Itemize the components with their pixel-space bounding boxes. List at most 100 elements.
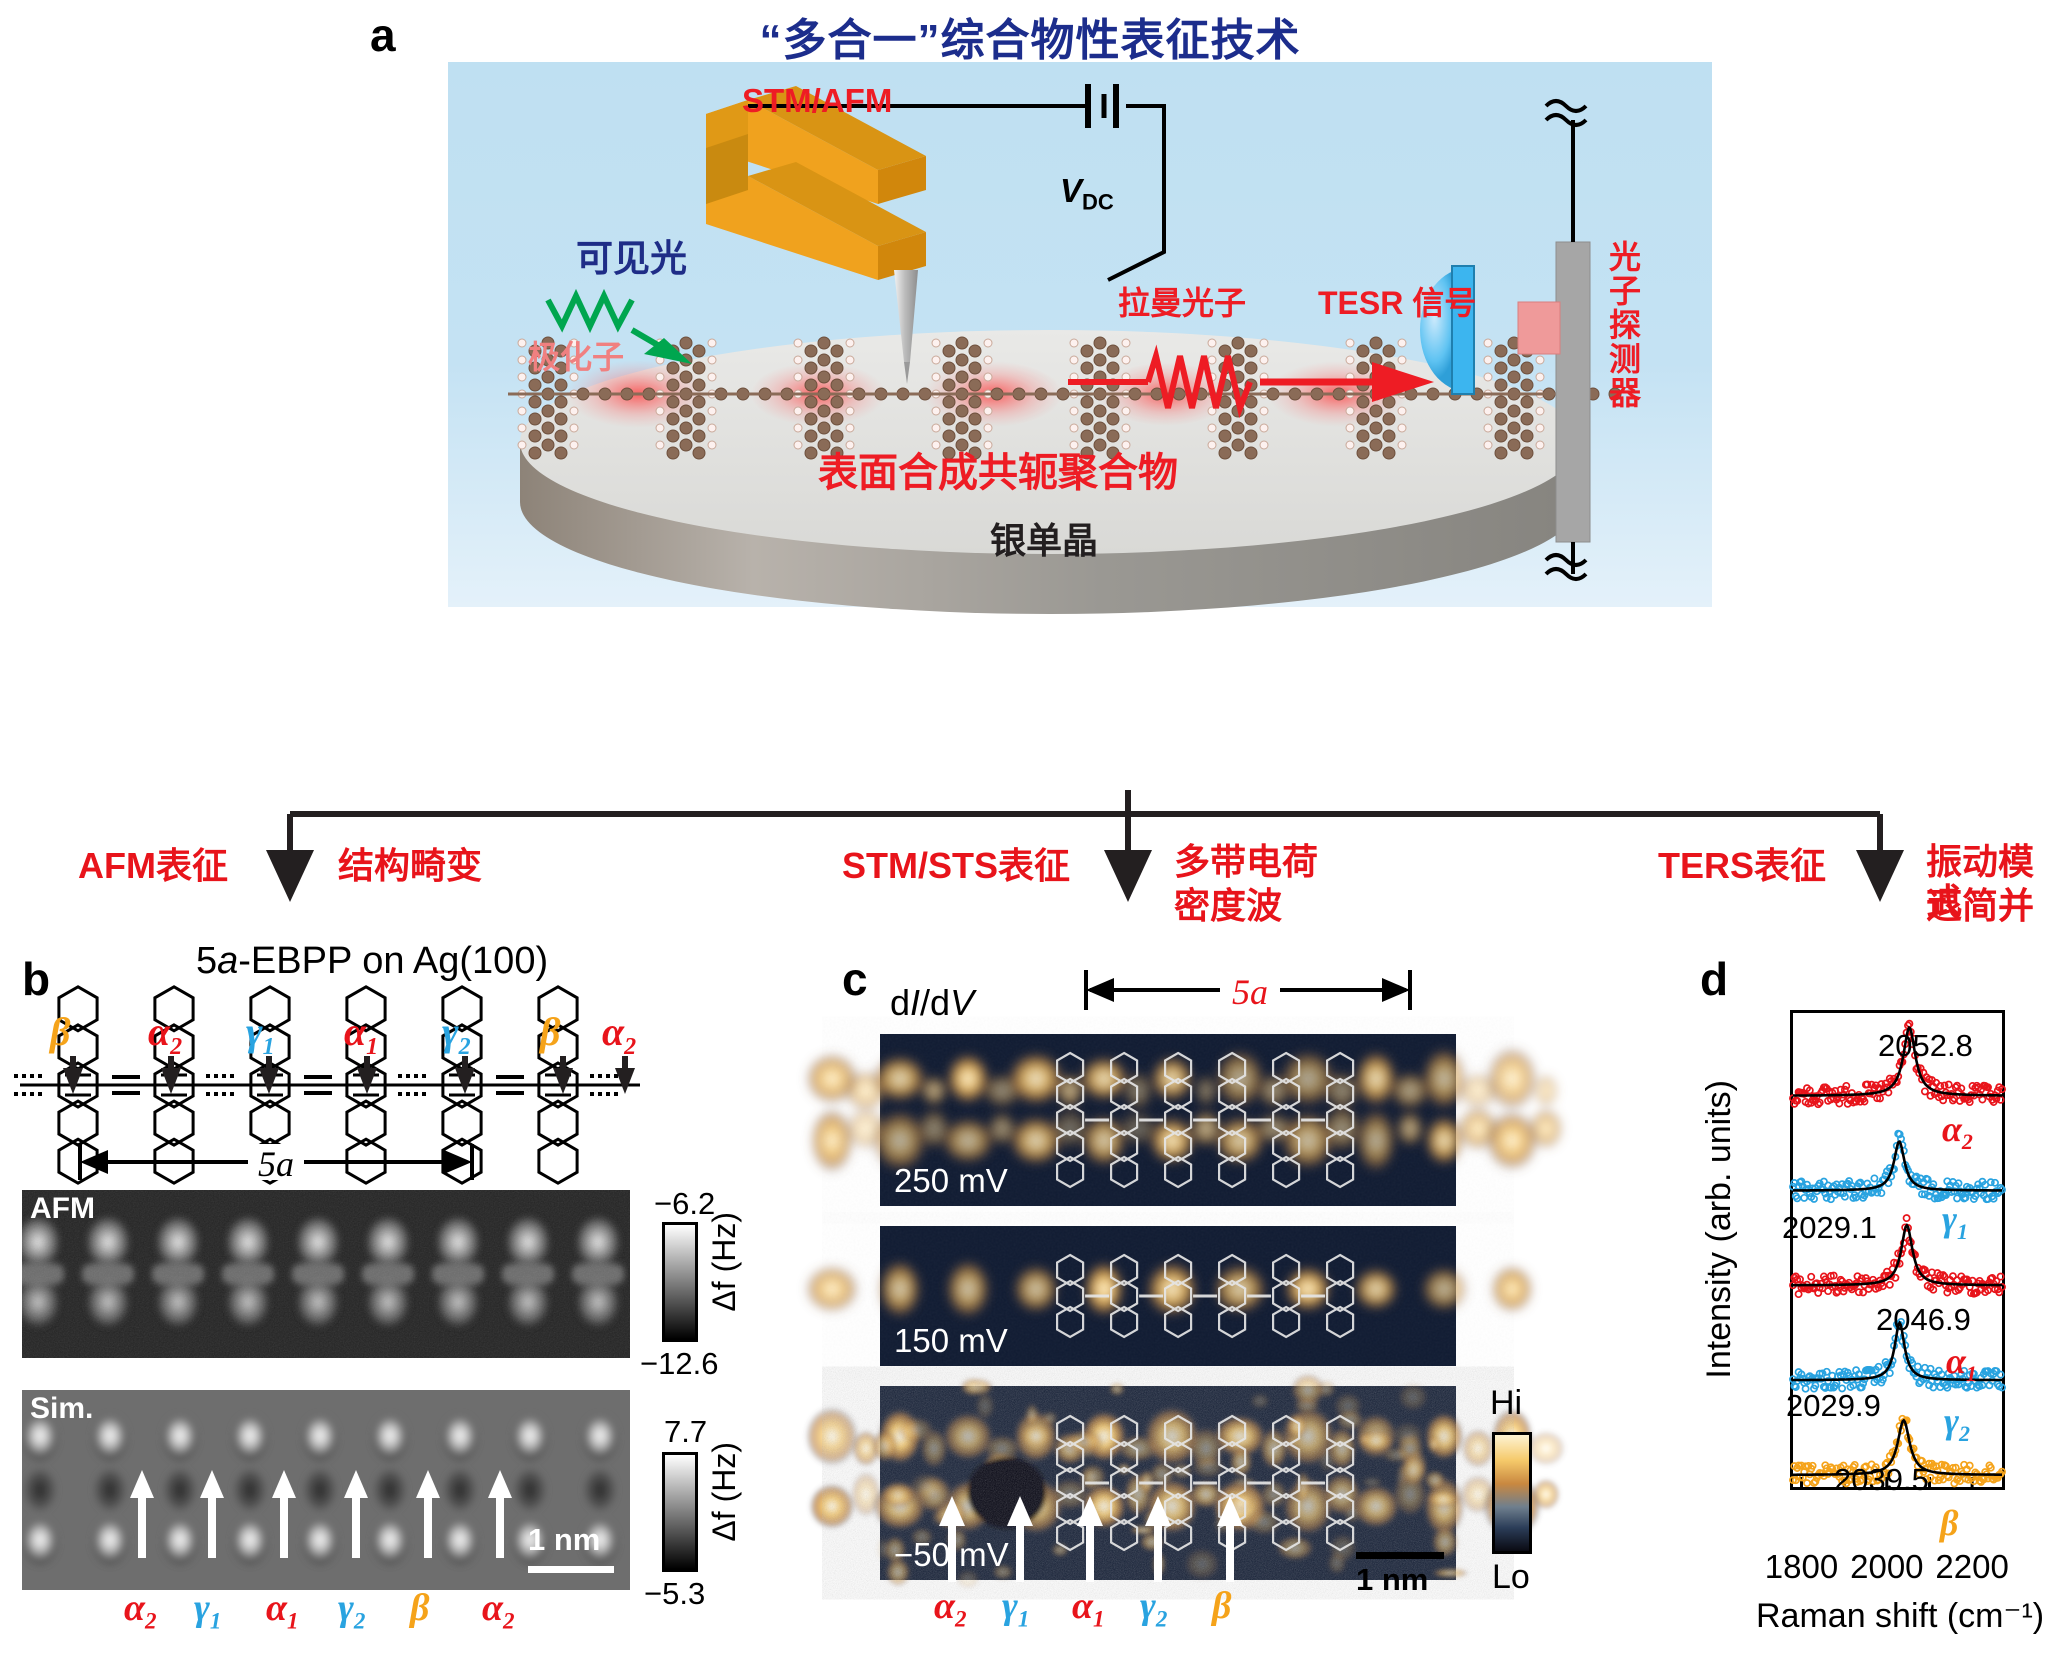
panel-c-letter: c bbox=[842, 953, 868, 1005]
chain-label: α2 bbox=[602, 1009, 637, 1060]
bias-circuit bbox=[748, 104, 1166, 282]
panel-c-period-indicator: 5a bbox=[1080, 968, 1420, 1012]
raman-spectra-plot bbox=[1789, 1010, 2006, 1490]
panel-b-arrow-label: γ1 bbox=[194, 1587, 222, 1634]
flow-arrows bbox=[0, 790, 2048, 930]
afm-image: AFM bbox=[22, 1190, 630, 1358]
branch-result-ters-line2: 退简并 bbox=[1926, 885, 2035, 926]
panel-b-arrow-label: β bbox=[410, 1587, 430, 1629]
branch-result-afm: 结构畸变 bbox=[338, 845, 483, 886]
peak-value-label: 2029.9 bbox=[1786, 1388, 1881, 1423]
sim-image-tag: Sim. bbox=[30, 1392, 94, 1425]
svg-text:5a: 5a bbox=[258, 1144, 294, 1184]
figure-title: “多合一”综合物性表征技术 bbox=[759, 16, 1301, 65]
panel-d-letter: d bbox=[1700, 953, 1729, 1005]
battery-symbol bbox=[1085, 84, 1119, 128]
afm-colorbar-min: −12.6 bbox=[640, 1346, 719, 1381]
sim-colorbar-max: 7.7 bbox=[664, 1414, 708, 1449]
raman-fit-curve bbox=[1793, 1026, 2002, 1097]
conjugated-polymer-chain bbox=[508, 336, 1622, 460]
afm-colorbar-max: −6.2 bbox=[654, 1186, 716, 1221]
chain-label: α2 bbox=[148, 1009, 183, 1060]
chain-label: β bbox=[540, 1009, 561, 1054]
series-label: α1 bbox=[1946, 1341, 1977, 1387]
panel-a-letter: a bbox=[370, 9, 396, 61]
tesr-signal-label: TESR 信号 bbox=[1318, 285, 1477, 321]
panel-b-arrow-label: α1 bbox=[266, 1587, 299, 1634]
raman-signal-arrow bbox=[1068, 344, 1434, 419]
series-label: β bbox=[1940, 1503, 1959, 1543]
peak-value-label: 2052.8 bbox=[1878, 1028, 1973, 1063]
panel-c-colorbar-low: Lo bbox=[1492, 1558, 1530, 1596]
chain-label: α1 bbox=[344, 1009, 379, 1060]
sim-arrow-markers bbox=[22, 1470, 630, 1590]
panel-c-signal-label: dI/dV bbox=[890, 982, 975, 1023]
chain-label: β bbox=[50, 1009, 71, 1054]
chain-label: γ1 bbox=[246, 1009, 275, 1060]
photon-detector-label: 光子探测器 bbox=[1605, 240, 1641, 410]
raman-fit-curve bbox=[1793, 1320, 2002, 1382]
detector-assembly bbox=[1420, 99, 1591, 581]
visible-light-arrow bbox=[545, 288, 692, 364]
panel-c-colorbar bbox=[1492, 1432, 1532, 1554]
afm-colorbar bbox=[662, 1222, 698, 1342]
series-label: γ1 bbox=[1942, 1199, 1968, 1245]
panel-c-scalebar bbox=[1356, 1552, 1444, 1559]
panel-a-scene bbox=[448, 62, 1712, 614]
raman-fit-curve bbox=[1793, 1139, 2002, 1192]
panel-b-arrow-label: γ2 bbox=[338, 1587, 366, 1634]
stm-afm-label: STM/AFM bbox=[742, 82, 893, 119]
branch-technique-stm: STM/STS表征 bbox=[841, 845, 1070, 886]
sim-colorbar-min: −5.3 bbox=[644, 1576, 706, 1611]
raman-series-points bbox=[1789, 1414, 2006, 1488]
stm-map-250mv: 250 mV bbox=[805, 1034, 1563, 1206]
panel-b-scalebar bbox=[528, 1566, 614, 1573]
stm-bias-label-2: 150 mV bbox=[894, 1322, 1008, 1359]
peak-value-label: 2029.1 bbox=[1782, 1210, 1877, 1245]
sim-image: Sim. bbox=[22, 1390, 630, 1590]
stm-map-minus50mv: −50 mV bbox=[804, 1373, 1566, 1589]
raman-photon-label: 拉曼光子 bbox=[1118, 285, 1247, 321]
panel-c-colorbar-high: Hi bbox=[1490, 1384, 1523, 1422]
panel-c-arrow-labels: α2 γ1 α1 γ2 β bbox=[880, 1584, 1456, 1640]
panel-b-arrow-labels: α2 γ1 α1 γ2 β α2 bbox=[22, 1586, 630, 1642]
substrate-label: 银单晶 bbox=[990, 520, 1099, 561]
stm-bias-label-1: 250 mV bbox=[894, 1162, 1008, 1199]
panel-c-arrow-label: β bbox=[1212, 1585, 1232, 1627]
panel-b-scale-label: 1 nm bbox=[528, 1522, 601, 1557]
branch-technique-afm: AFM表征 bbox=[78, 845, 228, 886]
panel-c-arrow-markers bbox=[880, 1496, 1456, 1586]
branch-technique-ters: TERS表征 bbox=[1657, 845, 1826, 886]
panel-b-arrow-label: α2 bbox=[482, 1587, 515, 1634]
panel-c-arrow-label: γ1 bbox=[1002, 1585, 1030, 1632]
polaron-label: 极化子 bbox=[528, 339, 625, 375]
raman-fit-curve bbox=[1793, 1223, 2002, 1287]
chain-label: γ2 bbox=[442, 1009, 471, 1060]
panel-a-svg bbox=[508, 84, 1622, 614]
panel-c-scale-label: 1 nm bbox=[1356, 1562, 1429, 1597]
panel-b-title: 5a-EBPP on Ag(100) bbox=[196, 940, 549, 982]
panel-c-arrow-label: α2 bbox=[934, 1585, 967, 1632]
sim-colorbar-unit: Δf (Hz) bbox=[706, 1442, 742, 1542]
panel-d-xlabel: Raman shift (cm⁻¹) bbox=[1756, 1597, 2045, 1635]
panel-b-arrow-label: α2 bbox=[124, 1587, 157, 1634]
stm-tip bbox=[894, 270, 918, 384]
panel-c-arrow-label: α1 bbox=[1072, 1585, 1105, 1632]
branch-result-stm-line2: 密度波 bbox=[1174, 885, 1283, 926]
chain-label-row: β α2 γ1 α1 γ2 β α2 bbox=[20, 1008, 640, 1128]
panel-b-period-indicator: 5a bbox=[20, 1140, 640, 1186]
series-label: γ2 bbox=[1944, 1401, 1970, 1447]
panel-d-ylabel: Intensity (arb. units) bbox=[1700, 1080, 1738, 1379]
panel-c-arrow-label: γ2 bbox=[1140, 1585, 1168, 1632]
xtick-label: 2000 bbox=[1850, 1548, 1924, 1585]
raman-fit-curve bbox=[1793, 1418, 2002, 1477]
polymer-label: 表面合成共轭聚合物 bbox=[818, 451, 1178, 495]
molecular-structure bbox=[14, 985, 640, 1185]
vdc-label: VDC bbox=[1060, 172, 1114, 215]
afm-image-tag: AFM bbox=[30, 1192, 95, 1225]
afm-colorbar-unit: Δf (Hz) bbox=[706, 1212, 742, 1312]
visible-light-label: 可见光 bbox=[576, 238, 687, 279]
series-label: α2 bbox=[1942, 1109, 1973, 1155]
svg-text:5a: 5a bbox=[1232, 972, 1268, 1012]
peak-value-label: 2039.5 bbox=[1834, 1462, 1929, 1497]
